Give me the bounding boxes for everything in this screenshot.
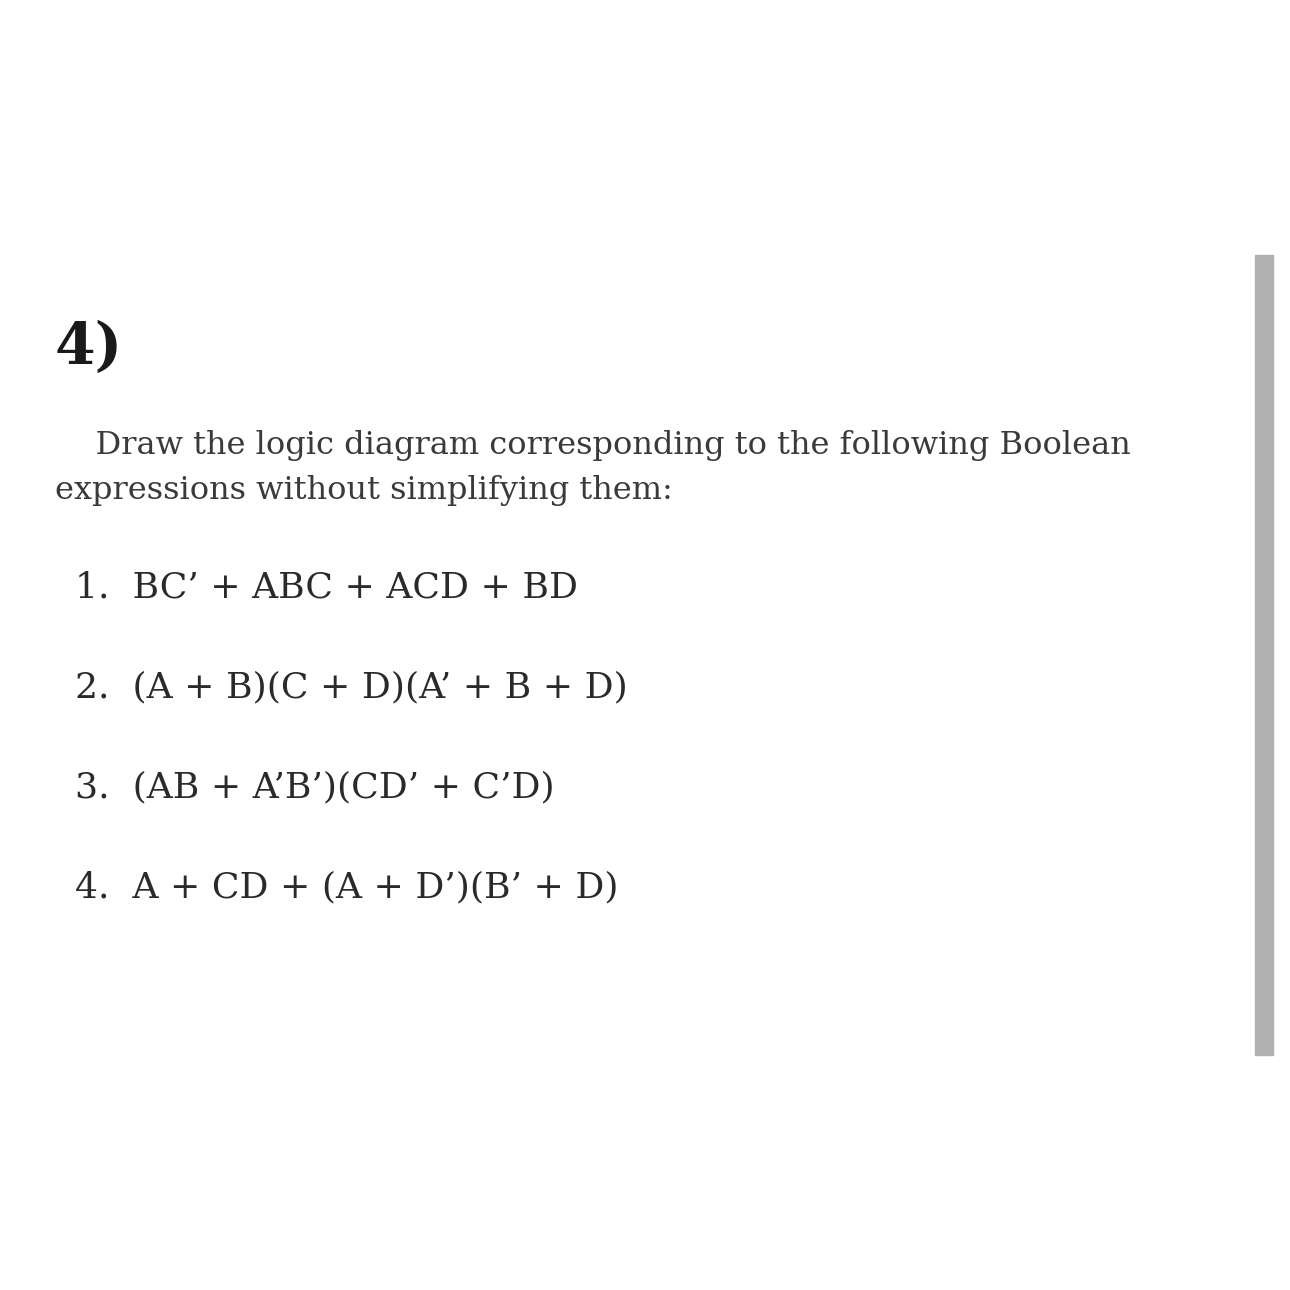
- Text: 1.  BC’ + ABC + ACD + BD: 1. BC’ + ABC + ACD + BD: [75, 570, 578, 604]
- Text: 3.  (AB + A’B’)(CD’ + C’D): 3. (AB + A’B’)(CD’ + C’D): [75, 770, 555, 804]
- Text: Draw the logic diagram corresponding to the following Boolean: Draw the logic diagram corresponding to …: [55, 430, 1131, 461]
- Text: 4): 4): [55, 320, 123, 375]
- Text: 4.  A + CD + (A + D’)(B’ + D): 4. A + CD + (A + D’)(B’ + D): [75, 869, 618, 904]
- Bar: [1255, 255, 1273, 1055]
- Text: expressions without simplifying them:: expressions without simplifying them:: [55, 475, 673, 506]
- Text: 2.  (A + B)(C + D)(A’ + B + D): 2. (A + B)(C + D)(A’ + B + D): [75, 670, 628, 704]
